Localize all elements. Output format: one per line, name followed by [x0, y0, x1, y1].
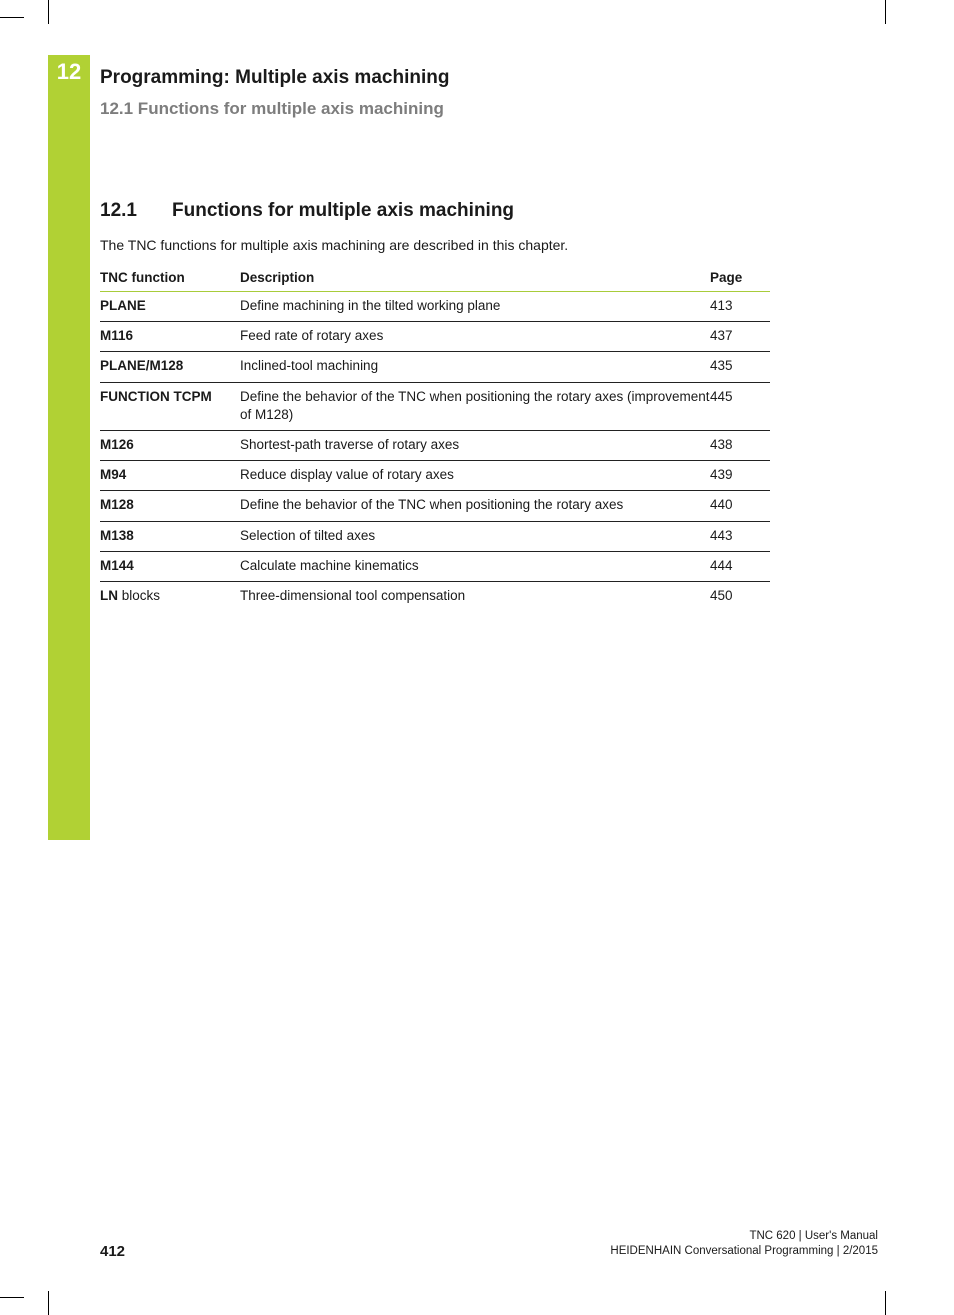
table-cell-desc: Calculate machine kinematics: [240, 551, 710, 581]
section-title-grey: 12.1 Functions for multiple axis machini…: [100, 99, 449, 119]
table-row: M126 Shortest-path traverse of rotary axe…: [100, 430, 770, 460]
table-cell-func: PLANE: [100, 291, 240, 321]
table-header-row: TNC function Description Page: [100, 265, 770, 292]
func-bold: LN: [100, 588, 118, 603]
crop-mark: [0, 1297, 24, 1298]
func-bold: M116: [100, 328, 133, 343]
table-row: PLANE/M128 Inclined-tool machining435: [100, 352, 770, 382]
table-row: M144 Calculate machine kinematics444: [100, 551, 770, 581]
table-cell-desc: Feed rate of rotary axes: [240, 322, 710, 352]
table-cell-desc: Define machining in the tilted working p…: [240, 291, 710, 321]
table-cell-func: LN blocks: [100, 582, 240, 612]
section-intro: The TNC functions for multiple axis mach…: [100, 236, 580, 255]
page-number: 412: [100, 1243, 125, 1260]
table-cell-page: 413: [710, 291, 770, 321]
func-bold: M144: [100, 558, 134, 573]
table-cell-page: 439: [710, 461, 770, 491]
footer-line-2: HEIDENHAIN Conversational Programming | …: [610, 1244, 878, 1260]
crop-mark: [885, 1291, 886, 1315]
table-cell-page: 437: [710, 322, 770, 352]
table-cell-desc: Reduce display value of rotary axes: [240, 461, 710, 491]
section-heading: 12.1 Functions for multiple axis machini…: [100, 200, 770, 222]
func-bold: M128: [100, 497, 134, 512]
table-cell-page: 435: [710, 352, 770, 382]
table-cell-func: M144: [100, 551, 240, 581]
page-header: Programming: Multiple axis machining 12.…: [100, 67, 449, 119]
footer-line-1: TNC 620 | User's Manual: [610, 1229, 878, 1245]
func-bold: M138: [100, 528, 134, 543]
functions-table: TNC function Description Page PLANE Defin…: [100, 265, 770, 611]
table-row: M94 Reduce display value of rotary axes43…: [100, 461, 770, 491]
table-cell-desc: Define the behavior of the TNC when posi…: [240, 382, 710, 430]
crop-mark: [0, 17, 24, 18]
footer-meta: TNC 620 | User's Manual HEIDENHAIN Conve…: [610, 1229, 878, 1260]
table-header-page: Page: [710, 265, 770, 292]
table-cell-func: M94: [100, 461, 240, 491]
table-header-func: TNC function: [100, 265, 240, 292]
func-bold: M94: [100, 467, 126, 482]
table-cell-page: 443: [710, 521, 770, 551]
table-cell-func: M138: [100, 521, 240, 551]
table-row: M128 Define the behavior of the TNC when …: [100, 491, 770, 521]
table-cell-func: PLANE/M128: [100, 352, 240, 382]
table-cell-page: 445: [710, 382, 770, 430]
table-cell-func: M116: [100, 322, 240, 352]
func-bold: PLANE: [100, 298, 146, 313]
func-bold: PLANE/M128: [100, 358, 183, 373]
crop-mark: [48, 1291, 49, 1315]
table-cell-page: 440: [710, 491, 770, 521]
main-content: 12.1 Functions for multiple axis machini…: [100, 200, 770, 611]
page-footer: 412 TNC 620 | User's Manual HEIDENHAIN C…: [100, 1229, 878, 1260]
table-cell-desc: Shortest-path traverse of rotary axes: [240, 430, 710, 460]
table-cell-func: FUNCTION TCPM: [100, 382, 240, 430]
table-cell-func: M128: [100, 491, 240, 521]
func-bold: FUNCTION TCPM: [100, 389, 212, 404]
table-cell-desc: Inclined-tool machining: [240, 352, 710, 382]
crop-mark: [48, 0, 49, 24]
chapter-sidebar: [48, 55, 90, 840]
chapter-number-tab: 12: [48, 55, 90, 89]
func-rest: blocks: [118, 588, 160, 603]
table-header-desc: Description: [240, 265, 710, 292]
table-row: M116 Feed rate of rotary axes437: [100, 322, 770, 352]
table-row: FUNCTION TCPM Define the behavior of the …: [100, 382, 770, 430]
table-cell-desc: Three-dimensional tool compensation: [240, 582, 710, 612]
table-cell-desc: Selection of tilted axes: [240, 521, 710, 551]
table-cell-desc: Define the behavior of the TNC when posi…: [240, 491, 710, 521]
crop-mark: [885, 0, 886, 24]
table-cell-page: 438: [710, 430, 770, 460]
func-bold: M126: [100, 437, 134, 452]
section-title: Functions for multiple axis machining: [172, 200, 770, 222]
table-cell-page: 450: [710, 582, 770, 612]
table-cell-page: 444: [710, 551, 770, 581]
table-row: PLANE Define machining in the tilted work…: [100, 291, 770, 321]
section-number: 12.1: [100, 200, 172, 222]
chapter-title: Programming: Multiple axis machining: [100, 67, 449, 89]
chapter-number: 12: [57, 59, 81, 85]
table-cell-func: M126: [100, 430, 240, 460]
table-row: LN blocksThree-dimensional tool compensa…: [100, 582, 770, 612]
table-row: M138 Selection of tilted axes443: [100, 521, 770, 551]
